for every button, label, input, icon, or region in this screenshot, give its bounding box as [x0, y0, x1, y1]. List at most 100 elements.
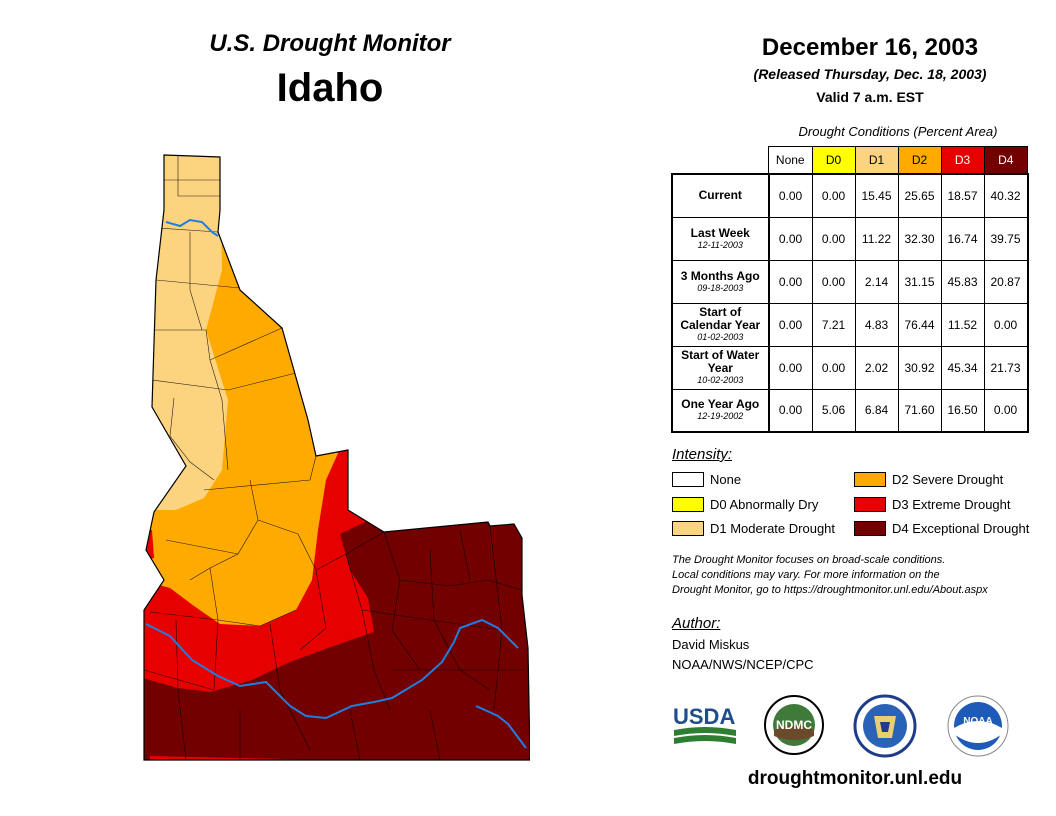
valid-date-title: December 16, 2003	[761, 34, 979, 61]
table-row: 3 Months Ago 09-18-2003 0.00 0.00 2.14 31…	[671, 259, 1029, 303]
col-none: None	[768, 146, 813, 175]
cell-d1: 6.84	[854, 388, 898, 433]
cell-d3: 16.74	[940, 216, 984, 260]
row-label-text: One Year Ago	[681, 397, 760, 412]
cell-d1: 4.83	[854, 302, 898, 346]
legend-swatch	[854, 471, 886, 487]
cell-d0: 0.00	[811, 216, 855, 260]
conditions-header-row: None D0 D1 D2 D3 D4	[672, 146, 1028, 175]
cell-d2: 71.60	[897, 388, 941, 433]
table-row: Current 0.00 0.00 15.45 25.65 18.57 40.3…	[671, 173, 1029, 217]
valid-time: Valid 7 a.m. EST	[816, 89, 924, 105]
table-row: Start of Calendar Year 01-02-2003 0.00 7.…	[671, 302, 1029, 346]
legend-label: D2 Severe Drought	[892, 471, 1004, 487]
legend-item-d2: D2 Severe Drought	[854, 470, 1003, 488]
cell-none: 0.00	[768, 302, 812, 346]
cell-none: 0.00	[768, 345, 812, 389]
cell-d4: 0.00	[983, 388, 1029, 433]
cell-d3: 18.57	[940, 173, 984, 217]
noaa-logo-text: NOAA	[963, 716, 992, 727]
note-line: Local conditions may vary. For more info…	[672, 569, 940, 581]
rivers	[145, 218, 527, 749]
row-label-text: Current	[698, 188, 742, 203]
table-row: One Year Ago 12-19-2002 0.00 5.06 6.84 71…	[671, 388, 1029, 433]
cell-none: 0.00	[768, 173, 812, 217]
row-label: Start of Water Year 10-02-2003	[671, 345, 770, 389]
row-label: Last Week 12-11-2003	[671, 216, 770, 260]
col-d2: D2	[897, 146, 942, 175]
row-label: One Year Ago 12-19-2002	[671, 388, 770, 433]
legend-swatch	[672, 471, 704, 487]
cell-d1: 2.02	[854, 345, 898, 389]
legend-label: None	[710, 471, 742, 487]
legend-item-d4: D4 Exceptional Drought	[854, 519, 1029, 537]
cell-d0: 0.00	[811, 173, 855, 217]
row-label: Start of Calendar Year 01-02-2003	[671, 302, 770, 346]
row-date: 12-11-2003	[697, 239, 743, 250]
legend-label: D3 Extreme Drought	[892, 496, 1011, 512]
cell-d1: 15.45	[854, 173, 898, 217]
cell-d4: 39.75	[983, 216, 1029, 260]
cell-d2: 30.92	[897, 345, 941, 389]
cell-d2: 31.15	[897, 259, 941, 303]
ndmc-logo: NDMC	[764, 695, 824, 755]
legend-swatch	[854, 496, 886, 512]
cell-d0: 7.21	[811, 302, 855, 346]
table-row: Last Week 12-11-2003 0.00 0.00 11.22 32.3…	[671, 216, 1029, 260]
col-d1: D1	[854, 146, 899, 175]
county-lines	[144, 155, 524, 760]
row-label-text: 3 Months Ago	[680, 268, 760, 283]
cell-d3: 11.52	[940, 302, 984, 346]
author-org: NOAA/NWS/NCEP/CPC	[672, 657, 814, 672]
cell-d3: 45.34	[940, 345, 984, 389]
note-line: Drought Monitor, go to https://droughtmo…	[672, 584, 988, 596]
row-label: 3 Months Ago 09-18-2003	[671, 259, 770, 303]
row-date: 10-02-2003	[697, 375, 744, 385]
release-date: (Released Thursday, Dec. 18, 2003)	[753, 66, 987, 82]
conditions-table: None D0 D1 D2 D3 D4 Current 0.00 0.00 15…	[671, 146, 1029, 433]
legend-swatch	[672, 520, 704, 536]
row-label-text: Start of Water Year	[681, 348, 760, 375]
d4-area	[144, 480, 530, 760]
d3-west-area	[144, 530, 154, 564]
row-label-text: Start of Calendar Year	[680, 305, 761, 332]
legend-item-none: None	[672, 470, 741, 488]
cell-none: 0.00	[768, 216, 812, 260]
legend-label: D4 Exceptional Drought	[892, 520, 1030, 536]
legend-swatch	[854, 520, 886, 536]
col-d3: D3	[940, 146, 985, 175]
row-date: 01-02-2003	[697, 332, 744, 342]
ndmc-logo-text: NDMC	[776, 718, 812, 732]
cell-d0: 5.06	[811, 388, 855, 433]
note-line: The Drought Monitor focuses on broad-sca…	[672, 554, 946, 566]
cell-none: 0.00	[768, 388, 812, 433]
site-url-link[interactable]: droughtmonitor.unl.edu	[747, 768, 963, 789]
cell-d4: 21.73	[983, 345, 1029, 389]
conditions-caption: Drought Conditions (Percent Area)	[798, 124, 998, 139]
cell-d2: 76.44	[897, 302, 941, 346]
legend-item-d3: D3 Extreme Drought	[854, 495, 1011, 513]
state-outline	[143, 154, 530, 761]
state-title: Idaho	[276, 66, 384, 110]
idaho-drought-map	[143, 154, 530, 761]
table-row: Start of Water Year 10-02-2003 0.00 0.00 …	[671, 345, 1029, 389]
row-label: Current	[671, 173, 770, 217]
row-date: 12-19-2002	[697, 411, 744, 422]
usda-logo: USDA	[673, 704, 736, 744]
commerce-seal-logo	[853, 694, 917, 758]
monitor-title: U.S. Drought Monitor	[209, 30, 451, 57]
row-date: 09-18-2003	[697, 282, 744, 293]
author-title: Author:	[672, 615, 721, 632]
header-blank	[672, 147, 769, 175]
legend-item-d1: D1 Moderate Drought	[672, 519, 835, 537]
legend-label: D1 Moderate Drought	[710, 520, 836, 536]
disclaimer-note: The Drought Monitor focuses on broad-sca…	[672, 553, 1052, 598]
author-name: David Miskus	[672, 637, 750, 652]
usda-logo-text: USDA	[673, 704, 735, 729]
col-d0: D0	[811, 146, 856, 175]
cell-d4: 20.87	[983, 259, 1029, 303]
cell-d0: 0.00	[811, 345, 855, 389]
legend-label: D0 Abnormally Dry	[710, 496, 819, 512]
cell-d2: 25.65	[897, 173, 941, 217]
cell-d1: 11.22	[854, 216, 898, 260]
